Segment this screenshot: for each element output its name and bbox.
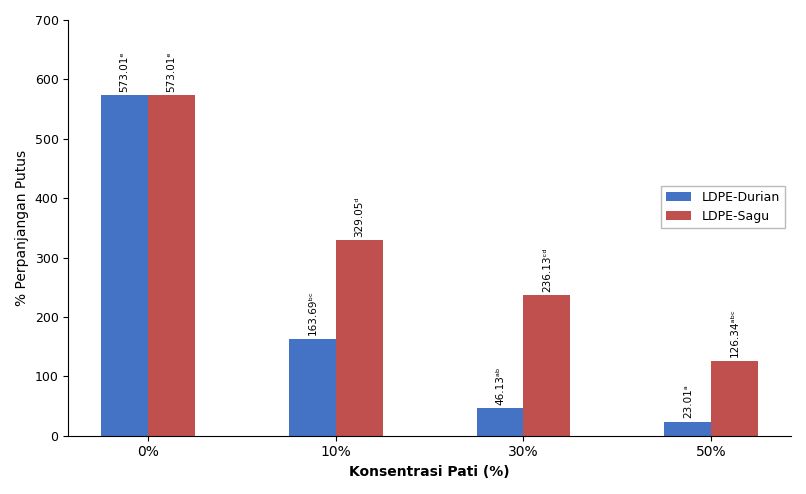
- Bar: [148, 95, 195, 436]
- Text: 573.01ᵉ: 573.01ᵉ: [167, 51, 177, 92]
- Legend: LDPE-Durian, LDPE-Sagu: LDPE-Durian, LDPE-Sagu: [662, 186, 785, 228]
- Text: 163.69ᵇᶜ: 163.69ᵇᶜ: [307, 290, 318, 335]
- Text: 46.13ᵃᵇ: 46.13ᵃᵇ: [495, 367, 505, 405]
- Y-axis label: % Perpanjangan Putus: % Perpanjangan Putus: [15, 150, 29, 306]
- Text: 126.34ᵃᵇᶜ: 126.34ᵃᵇᶜ: [729, 308, 740, 357]
- Bar: [711, 361, 758, 436]
- Text: 23.01ᵃ: 23.01ᵃ: [683, 385, 692, 418]
- Bar: [289, 338, 336, 436]
- X-axis label: Konsentrasi Pati (%): Konsentrasi Pati (%): [349, 465, 510, 479]
- Text: 329.05ᵈ: 329.05ᵈ: [355, 196, 364, 237]
- Bar: [664, 422, 711, 436]
- Bar: [336, 240, 383, 436]
- Bar: [101, 95, 148, 436]
- Bar: [524, 295, 571, 436]
- Text: 236.13ᶜᵈ: 236.13ᶜᵈ: [542, 247, 552, 292]
- Bar: [476, 409, 524, 436]
- Text: 573.01ᵉ: 573.01ᵉ: [119, 51, 130, 92]
